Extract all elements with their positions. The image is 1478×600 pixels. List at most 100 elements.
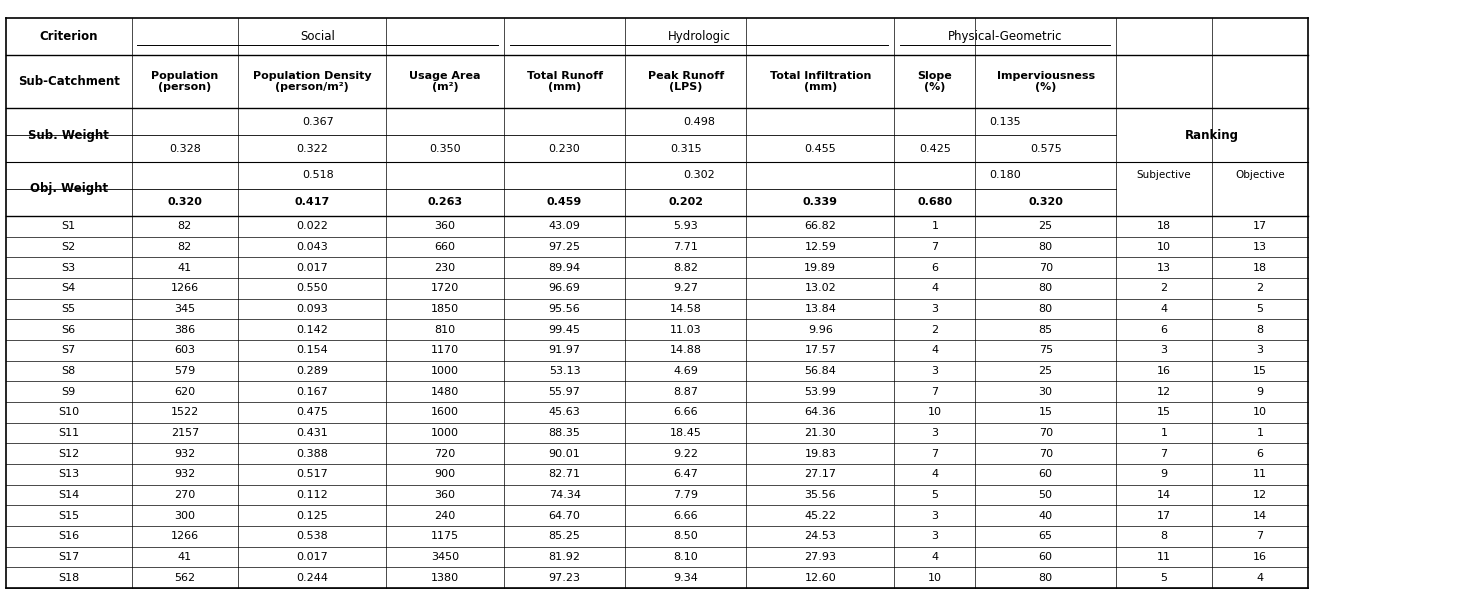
Text: 14: 14 xyxy=(1253,511,1267,521)
Text: 13: 13 xyxy=(1157,263,1171,272)
Text: Population Density
(person/m²): Population Density (person/m²) xyxy=(253,71,371,92)
Text: 3: 3 xyxy=(931,532,939,541)
Text: 6.47: 6.47 xyxy=(674,469,698,479)
Text: 3: 3 xyxy=(1160,346,1168,355)
Text: S7: S7 xyxy=(62,346,75,355)
Text: Imperviousness
(%): Imperviousness (%) xyxy=(996,71,1095,92)
Text: 19.83: 19.83 xyxy=(804,449,837,458)
Text: 12: 12 xyxy=(1253,490,1267,500)
Text: 562: 562 xyxy=(174,572,195,583)
Text: 13.02: 13.02 xyxy=(804,283,837,293)
Text: 53.99: 53.99 xyxy=(804,386,837,397)
Text: 45.63: 45.63 xyxy=(548,407,581,418)
Text: 12.60: 12.60 xyxy=(804,572,837,583)
Text: 3: 3 xyxy=(1256,346,1264,355)
Text: 0.367: 0.367 xyxy=(302,116,334,127)
Text: 1170: 1170 xyxy=(430,346,460,355)
Text: S17: S17 xyxy=(58,552,80,562)
Text: 660: 660 xyxy=(435,242,455,252)
Text: 13: 13 xyxy=(1253,242,1267,252)
Text: 18: 18 xyxy=(1157,221,1171,232)
Text: 10: 10 xyxy=(928,572,941,583)
Text: 7: 7 xyxy=(931,386,939,397)
Text: S16: S16 xyxy=(58,532,80,541)
Text: 9: 9 xyxy=(1160,469,1168,479)
Text: 9: 9 xyxy=(1256,386,1264,397)
Text: 900: 900 xyxy=(435,469,455,479)
Text: 13.84: 13.84 xyxy=(804,304,837,314)
Text: 0.350: 0.350 xyxy=(429,143,461,154)
Text: 91.97: 91.97 xyxy=(548,346,581,355)
Text: 0.498: 0.498 xyxy=(683,116,715,127)
Text: 88.35: 88.35 xyxy=(548,428,581,438)
Text: 11: 11 xyxy=(1157,552,1171,562)
Text: 95.56: 95.56 xyxy=(548,304,581,314)
Text: 2: 2 xyxy=(1160,283,1168,293)
Text: 932: 932 xyxy=(174,449,195,458)
Text: 85: 85 xyxy=(1039,325,1052,335)
Text: Total Runoff
(mm): Total Runoff (mm) xyxy=(526,71,603,92)
Text: 97.25: 97.25 xyxy=(548,242,581,252)
Text: 0.154: 0.154 xyxy=(296,346,328,355)
Text: 25: 25 xyxy=(1039,221,1052,232)
Text: 9.27: 9.27 xyxy=(674,283,698,293)
Text: 5: 5 xyxy=(1160,572,1168,583)
Text: 0.302: 0.302 xyxy=(683,170,715,181)
Text: 345: 345 xyxy=(174,304,195,314)
Text: 14.58: 14.58 xyxy=(670,304,702,314)
Text: 0.680: 0.680 xyxy=(918,197,952,208)
Text: 0.289: 0.289 xyxy=(296,366,328,376)
Text: 360: 360 xyxy=(435,490,455,500)
Text: 0.320: 0.320 xyxy=(1029,197,1063,208)
Text: 80: 80 xyxy=(1039,283,1052,293)
Text: Obj. Weight: Obj. Weight xyxy=(30,182,108,196)
Text: 1266: 1266 xyxy=(170,532,200,541)
Text: 0.135: 0.135 xyxy=(989,116,1021,127)
Text: Subjective: Subjective xyxy=(1137,170,1191,181)
Text: 4: 4 xyxy=(931,283,939,293)
Text: 8.82: 8.82 xyxy=(674,263,698,272)
Text: 1850: 1850 xyxy=(430,304,460,314)
Text: 7: 7 xyxy=(931,242,939,252)
Text: Sub. Weight: Sub. Weight xyxy=(28,128,109,142)
Text: 0.455: 0.455 xyxy=(804,143,837,154)
Text: 15: 15 xyxy=(1253,366,1267,376)
Text: Usage Area
(m²): Usage Area (m²) xyxy=(409,71,480,92)
Text: 0.517: 0.517 xyxy=(296,469,328,479)
Text: 10: 10 xyxy=(1253,407,1267,418)
Text: S15: S15 xyxy=(58,511,80,521)
Text: 7: 7 xyxy=(1160,449,1168,458)
Text: 55.97: 55.97 xyxy=(548,386,581,397)
Text: 2157: 2157 xyxy=(170,428,200,438)
Text: 7: 7 xyxy=(1256,532,1264,541)
Text: 932: 932 xyxy=(174,469,195,479)
Text: Peak Runoff
(LPS): Peak Runoff (LPS) xyxy=(647,71,724,92)
Text: 10: 10 xyxy=(1157,242,1171,252)
Text: 64.70: 64.70 xyxy=(548,511,581,521)
Text: 82: 82 xyxy=(177,221,192,232)
Text: 18.45: 18.45 xyxy=(670,428,702,438)
Text: 7: 7 xyxy=(931,449,939,458)
Text: Objective: Objective xyxy=(1236,170,1284,181)
Text: 75: 75 xyxy=(1039,346,1052,355)
Text: S12: S12 xyxy=(58,449,80,458)
Text: 80: 80 xyxy=(1039,242,1052,252)
Text: 18: 18 xyxy=(1253,263,1267,272)
Text: 35.56: 35.56 xyxy=(804,490,837,500)
Text: 74.34: 74.34 xyxy=(548,490,581,500)
Text: 8: 8 xyxy=(1160,532,1168,541)
Text: 90.01: 90.01 xyxy=(548,449,581,458)
Text: 270: 270 xyxy=(174,490,195,500)
Text: 8: 8 xyxy=(1256,325,1264,335)
Text: 12: 12 xyxy=(1157,386,1171,397)
Text: 4: 4 xyxy=(931,552,939,562)
Text: 17: 17 xyxy=(1253,221,1267,232)
Text: 4: 4 xyxy=(931,346,939,355)
Text: S13: S13 xyxy=(58,469,80,479)
Text: 0.459: 0.459 xyxy=(547,197,582,208)
Text: 0.125: 0.125 xyxy=(296,511,328,521)
Text: 0.263: 0.263 xyxy=(427,197,463,208)
Text: 64.36: 64.36 xyxy=(804,407,837,418)
Text: 30: 30 xyxy=(1039,386,1052,397)
Text: 40: 40 xyxy=(1039,511,1052,521)
